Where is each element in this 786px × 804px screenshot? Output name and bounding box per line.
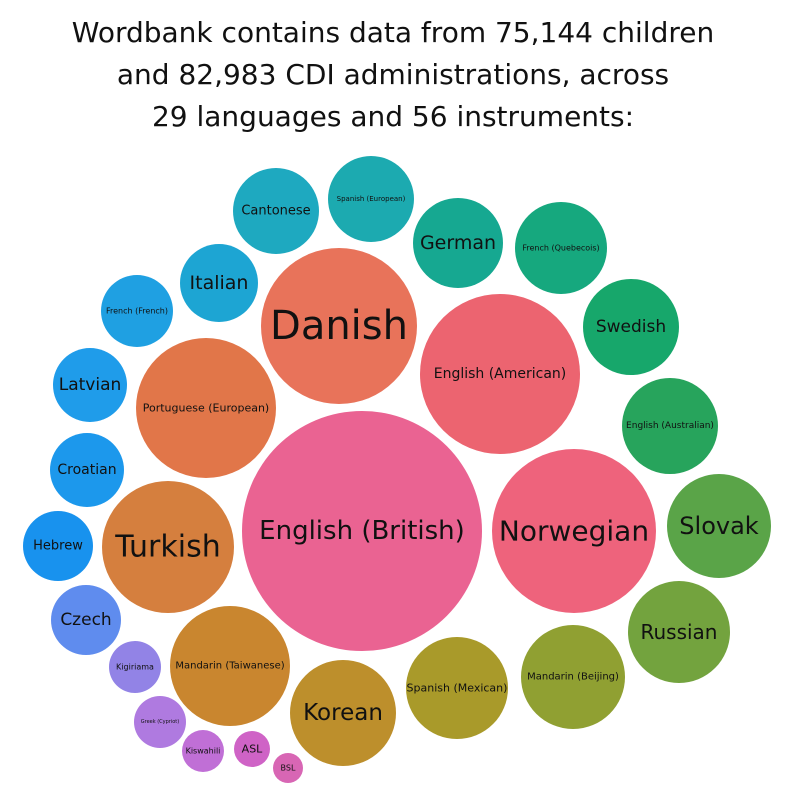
bubble-label-asl: ASL <box>242 743 264 756</box>
bubble-label-french-french: French (French) <box>106 307 168 316</box>
bubble-greek-cypriot <box>134 696 186 748</box>
bubble-label-german: German <box>420 232 496 254</box>
bubble-spanish-mexican <box>406 637 508 739</box>
bubble-kigiriama <box>109 641 161 693</box>
bubble-label-danish: Danish <box>270 303 408 349</box>
bubble-label-bsl: BSL <box>281 764 296 773</box>
bubble-english-australian <box>622 378 718 474</box>
bubble-label-czech: Czech <box>60 610 111 630</box>
bubble-mandarin-taiwanese <box>170 606 290 726</box>
bubble-mandarin-beijing <box>521 625 625 729</box>
chart-title-line-1: Wordbank contains data from 75,144 child… <box>71 16 715 49</box>
bubble-norwegian <box>492 449 656 613</box>
bubble-label-swedish: Swedish <box>596 317 666 337</box>
bubble-label-croatian: Croatian <box>57 462 116 478</box>
bubble-label-portuguese-european: Portuguese (European) <box>143 402 269 415</box>
bubble-danish <box>261 248 417 404</box>
bubble-label-kiswahili: Kiswahili <box>186 747 221 756</box>
bubble-turkish <box>102 481 234 613</box>
bubble-label-turkish: Turkish <box>114 530 220 565</box>
bubble-bsl <box>273 753 303 783</box>
bubble-label-russian: Russian <box>640 620 717 644</box>
bubble-slovak <box>667 474 771 578</box>
bubble-label-kigiriama: Kigiriama <box>116 663 154 672</box>
bubble-label-italian: Italian <box>190 272 249 294</box>
bubble-croatian <box>50 433 124 507</box>
bubble-latvian <box>53 348 127 422</box>
bubble-label-spanish-mexican: Spanish (Mexican) <box>407 682 508 695</box>
chart-title-line-2: and 82,983 CDI administrations, across <box>116 58 670 91</box>
bubble-german <box>413 198 503 288</box>
bubble-label-latvian: Latvian <box>59 375 122 395</box>
bubble-label-english-american: English (American) <box>434 366 567 382</box>
bubble-spanish-european <box>328 156 414 242</box>
bubble-label-english-australian: English (Australian) <box>626 421 714 431</box>
bubble-cantonese <box>233 168 319 254</box>
bubble-hebrew <box>23 511 93 581</box>
chart-title-line-3: 29 languages and 56 instruments: <box>151 100 635 133</box>
bubble-english-american <box>420 294 580 454</box>
bubble-label-greek-cypriot: Greek (Cypriot) <box>141 719 179 725</box>
bubble-label-mandarin-beijing: Mandarin (Beijing) <box>527 672 619 683</box>
bubble-french-quebecois <box>515 202 607 294</box>
bubble-label-cantonese: Cantonese <box>241 204 310 219</box>
bubble-label-korean: Korean <box>303 700 383 726</box>
chart-title: Wordbank contains data from 75,144 child… <box>0 12 786 138</box>
bubble-label-norwegian: Norwegian <box>499 515 649 548</box>
bubble-label-french-quebecois: French (Quebecois) <box>522 244 599 253</box>
bubble-label-slovak: Slovak <box>679 512 758 540</box>
bubble-czech <box>51 585 121 655</box>
bubble-portuguese-european <box>136 338 276 478</box>
bubble-label-mandarin-taiwanese: Mandarin (Taiwanese) <box>175 661 284 672</box>
bubble-english-british <box>242 411 482 651</box>
bubble-swedish <box>583 279 679 375</box>
bubble-label-hebrew: Hebrew <box>33 539 83 554</box>
bubble-label-spanish-european: Spanish (European) <box>337 195 406 203</box>
bubble-french-french <box>101 275 173 347</box>
bubble-korean <box>290 660 396 766</box>
bubble-label-english-british: English (British) <box>259 516 465 546</box>
bubble-asl <box>234 731 270 767</box>
bubble-russian <box>628 581 730 683</box>
bubble-italian <box>180 244 258 322</box>
bubble-kiswahili <box>182 730 224 772</box>
